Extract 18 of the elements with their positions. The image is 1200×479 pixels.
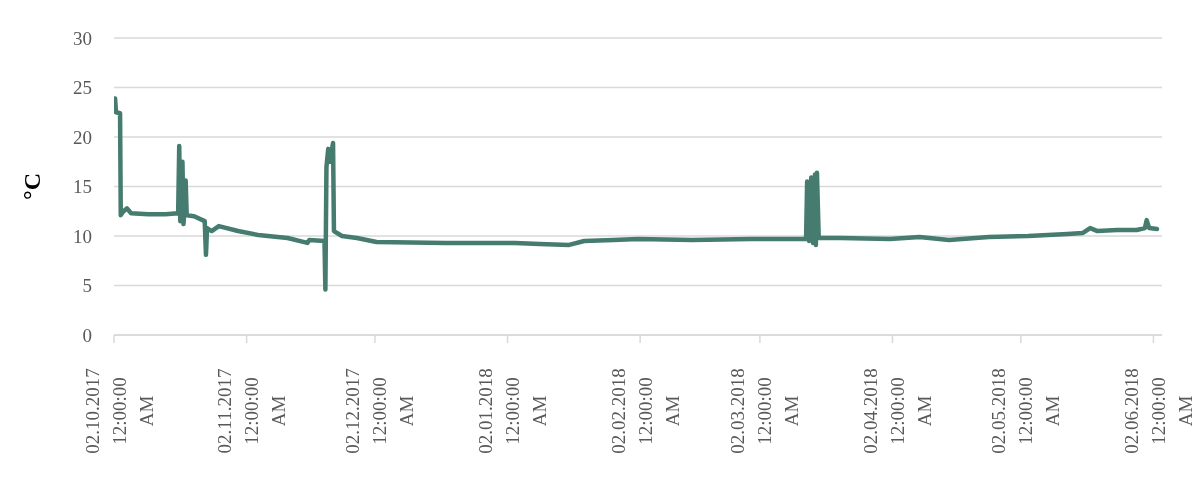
x-tick-label: 02.11.2017 12:00:00 AM xyxy=(214,368,290,454)
y-tick-label: 15 xyxy=(73,176,92,198)
y-tick-label: 0 xyxy=(82,324,92,346)
x-tick-label: 02.06.2018 12:00:00 AM xyxy=(1120,368,1196,454)
x-tick-label: 02.01.2018 12:00:00 AM xyxy=(475,368,551,454)
x-tick-label: 02.02.2018 12:00:00 AM xyxy=(607,368,683,454)
line-series xyxy=(114,96,1160,292)
y-tick-label: 10 xyxy=(73,225,92,247)
y-axis-title: °C xyxy=(18,173,45,200)
y-tick-label: 20 xyxy=(73,126,92,148)
x-tick-label: 02.05.2018 12:00:00 AM xyxy=(988,368,1064,454)
y-tick-label: 30 xyxy=(73,27,92,49)
x-tick-label: 02.12.2017 12:00:00 AM xyxy=(342,368,418,454)
x-tick-label: 02.10.2017 12:00:00 AM xyxy=(81,368,157,454)
y-tick-label: 25 xyxy=(73,77,92,99)
x-tick-label: 02.03.2018 12:00:00 AM xyxy=(727,368,803,454)
x-tick-label: 02.04.2018 12:00:00 AM xyxy=(860,368,936,454)
y-tick-label: 5 xyxy=(82,275,92,297)
